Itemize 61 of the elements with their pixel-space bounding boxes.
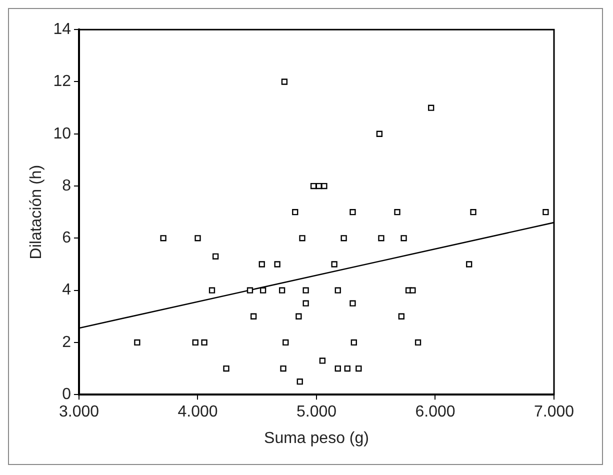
point (282, 339, 289, 346)
point (296, 313, 302, 320)
point (302, 300, 309, 306)
point (281, 78, 288, 85)
point (246, 287, 254, 294)
point (470, 209, 476, 216)
point (378, 235, 384, 242)
point (274, 261, 280, 268)
point (223, 365, 230, 372)
point (350, 209, 356, 216)
point (321, 182, 328, 190)
point (542, 209, 549, 216)
point (340, 235, 347, 242)
point (310, 182, 317, 190)
point (319, 358, 326, 364)
point (280, 365, 286, 372)
x-tick-label: 6.000 (415, 404, 456, 421)
y-axis-title: Dilatación (h) (28, 164, 46, 260)
y-tick-label: 0 (62, 386, 72, 404)
point (394, 209, 400, 216)
x-tick-label: 5.000 (296, 404, 337, 421)
point (260, 287, 266, 294)
x-tick-label: 7.000 (534, 404, 574, 421)
point (356, 365, 362, 372)
point (194, 235, 201, 242)
point (208, 287, 216, 294)
point (292, 209, 298, 216)
point (344, 365, 350, 372)
point (331, 261, 338, 268)
x-tick-label: 4.000 (178, 404, 218, 421)
y-tick-label: 6 (62, 230, 72, 247)
point (258, 261, 265, 268)
point (400, 235, 407, 242)
point (299, 235, 306, 242)
point (160, 235, 166, 242)
y-tick-label: 12 (53, 73, 72, 90)
point (410, 287, 416, 294)
point (398, 313, 404, 320)
point (350, 339, 357, 346)
point (278, 287, 286, 294)
y-tick-label: 10 (53, 125, 72, 142)
point (192, 339, 198, 346)
point (466, 261, 472, 268)
point (350, 300, 356, 306)
point (334, 365, 341, 372)
point (134, 339, 140, 346)
x-tick-label: 3.000 (58, 404, 100, 421)
y-tick-label: 2 (62, 334, 72, 351)
y-tick-label: 14 (53, 21, 72, 38)
point (414, 339, 422, 346)
point (296, 378, 303, 385)
point (334, 287, 341, 294)
point (376, 130, 383, 137)
point (201, 339, 208, 346)
y-tick-label: 4 (62, 282, 72, 299)
y-tick-label: 8 (62, 177, 72, 194)
point (302, 287, 309, 294)
x-axis-title: Suma peso (g) (264, 430, 369, 447)
point (250, 313, 257, 320)
point (212, 253, 219, 260)
point (428, 104, 434, 111)
